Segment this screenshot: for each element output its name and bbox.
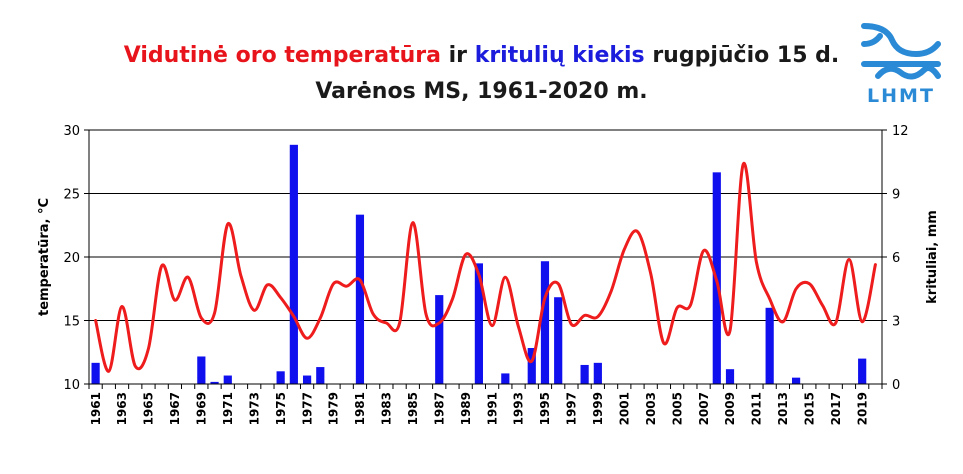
precipitation-bar-1976: [289, 144, 298, 384]
precipitation-bar-1990: [474, 263, 483, 384]
y-right-tick-label-12: 12: [892, 124, 909, 139]
x-tick-label-1977: 1977: [300, 392, 314, 425]
x-tick-label-2007: 2007: [697, 392, 711, 425]
x-tick-label-1993: 1993: [512, 392, 526, 425]
x-tick-label-1985: 1985: [406, 392, 420, 425]
x-axis-ticks: 1961 1963 1965 1967 1969 1971 1973 1975 1977 1979…: [88, 384, 883, 425]
precipitation-bar-1996: [554, 297, 563, 384]
x-tick-label-2003: 2003: [644, 392, 658, 425]
x-tick-label-2001: 2001: [617, 392, 631, 425]
x-tick-label-1967: 1967: [168, 392, 182, 425]
x-tick-label-1973: 1973: [247, 392, 261, 425]
logo-wave-4: [875, 65, 941, 80]
y-left-tick-label-20: 20: [63, 251, 80, 266]
x-tick-label-1965: 1965: [142, 392, 156, 425]
logo-text: LHMT: [867, 85, 935, 106]
x-tick-label-1999: 1999: [591, 392, 605, 425]
y-right-tick-label-3: 3: [892, 315, 900, 330]
x-tick-label-2009: 2009: [723, 392, 737, 425]
precipitation-bar-1981: [355, 214, 365, 384]
x-tick-label-1963: 1963: [115, 392, 129, 425]
precipitation-bar-2019: [858, 358, 867, 384]
x-tick-label-2005: 2005: [670, 392, 684, 425]
y-axis-right-label: krituliai, mm: [925, 210, 940, 304]
chart-title: Vidutinė oro temperatūra ir kritulių kie…: [0, 38, 963, 110]
x-tick-label-1995: 1995: [538, 392, 552, 425]
x-tick-label-1989: 1989: [459, 392, 473, 425]
y-left-tick-label-25: 25: [63, 188, 80, 203]
y-right-tick-label-9: 9: [892, 188, 900, 203]
x-tick-label-1969: 1969: [195, 392, 209, 425]
precipitation-bar-1969: [197, 356, 206, 384]
x-tick-label-1991: 1991: [485, 392, 499, 425]
y-right-tick-label-0: 0: [892, 378, 900, 393]
title-line-2: Varėnos MS, 1961-2020 m.: [315, 79, 648, 104]
x-tick-label-1979: 1979: [327, 392, 341, 425]
title-line-1: Vidutinė oro temperatūra ir kritulių kie…: [0, 38, 963, 74]
y-right-tick-label-6: 6: [892, 251, 900, 266]
x-tick-label-1997: 1997: [565, 392, 579, 425]
temperature-line: [94, 161, 877, 373]
precipitation-bar-1995: [540, 261, 550, 384]
precipitation-bar-2009: [725, 369, 735, 384]
title-temperature: Vidutinė oro temperatūra: [123, 43, 441, 68]
y-left-tick-label-10: 10: [63, 378, 80, 393]
y-axis-left-label: temperatūra, °C: [37, 198, 52, 316]
x-tick-label-1983: 1983: [380, 392, 394, 425]
precipitation-bar-1970: [210, 381, 219, 384]
precipitation-bar-1977: [302, 375, 312, 384]
x-tick-label-1971: 1971: [221, 392, 235, 425]
precipitation-bars: [91, 144, 867, 384]
title-date: rugpjūčio 15 d.: [644, 43, 840, 68]
title-and: ir: [440, 43, 475, 68]
grid-lines: [89, 129, 882, 385]
precipitation-bar-2014: [791, 377, 801, 384]
title-precipitation: kritulių kiekis: [474, 43, 645, 68]
x-tick-label-2017: 2017: [829, 392, 843, 425]
y-axis-left-ticks: 10 15 20 25 30: [63, 124, 89, 393]
precipitation-bar-1978: [316, 367, 325, 384]
x-tick-label-1987: 1987: [432, 392, 446, 425]
precipitation-bar-2012: [765, 307, 774, 384]
lhmt-logo: LHMT: [861, 23, 941, 106]
precipitation-bar-1961: [91, 362, 100, 384]
x-tick-label-1961: 1961: [89, 392, 103, 425]
precipitation-bar-1998: [580, 364, 589, 384]
precipitation-bar-1987: [435, 295, 444, 384]
logo-wave-1: [861, 23, 941, 58]
y-left-tick-label-15: 15: [63, 315, 80, 330]
precipitation-bar-1975: [276, 371, 285, 384]
x-tick-label-2011: 2011: [750, 392, 764, 425]
precipitation-bar-1992: [501, 373, 510, 384]
precipitation-bar-1971: [223, 375, 232, 384]
x-tick-label-2019: 2019: [855, 392, 869, 425]
y-left-tick-label-30: 30: [63, 124, 80, 139]
x-tick-label-1981: 1981: [353, 392, 367, 425]
x-tick-label-2015: 2015: [803, 392, 817, 425]
precipitation-bar-1994: [527, 348, 536, 384]
x-tick-label-1975: 1975: [274, 392, 288, 425]
precipitation-bar-1999: [593, 362, 602, 384]
y-axis-right-ticks: 0 3 6 9 12: [882, 124, 909, 393]
logo-wave-2: [861, 33, 883, 47]
x-tick-label-2013: 2013: [776, 392, 790, 425]
